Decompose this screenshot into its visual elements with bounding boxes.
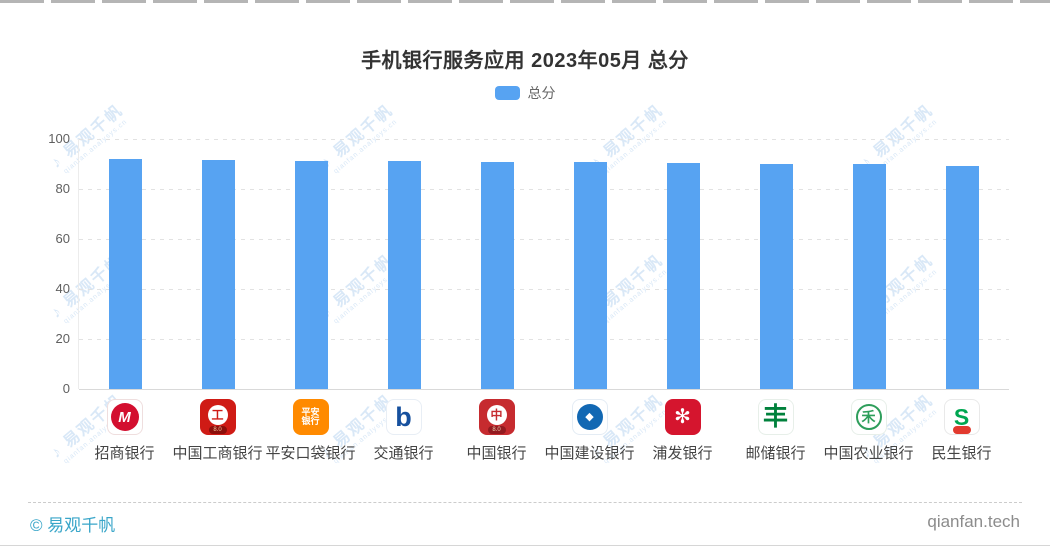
icbc-bank-icon-glyph: 工 — [211, 408, 224, 422]
ccb-bank-icon: ◆ — [571, 399, 608, 435]
bar-交通银行[interactable] — [388, 161, 421, 389]
x-axis-label: 民生银行 — [931, 445, 992, 462]
boc-bank-icon-badge: 8.0 — [487, 426, 506, 434]
ccb-bank-icon-glyph: ◆ — [585, 410, 594, 423]
pingan-bank-icon: 平安 银行 — [292, 399, 329, 435]
x-axis-item-交通银行: b 交通银行 — [357, 399, 450, 463]
y-tick-label-100: 100 — [48, 131, 70, 146]
bar-slot — [451, 139, 544, 389]
bar-slot — [544, 139, 637, 389]
x-axis-label: 中国建设银行 — [544, 445, 635, 462]
gridline-40 — [79, 289, 1009, 290]
pingan-bank-icon-glyph: 平安 银行 — [301, 407, 320, 426]
abc-bank-icon-glyph: 禾 — [861, 409, 876, 425]
legend-swatch-icon — [494, 86, 520, 100]
x-axis-label: 中国银行 — [466, 445, 527, 462]
psbc-bank-icon: 丰 — [757, 399, 794, 435]
bocom-bank-icon: b — [385, 399, 422, 435]
x-axis-item-平安口袋银行: 平安 银行平安口袋银行 — [264, 399, 357, 463]
bar-slot — [172, 139, 265, 389]
footer-brand: © 易观千帆 — [30, 516, 116, 535]
x-axis-line — [79, 389, 1009, 390]
icbc-bank-icon-badge: 8.0 — [208, 426, 227, 434]
x-axis-label: 中国农业银行 — [823, 445, 914, 462]
x-axis-label: 浦发银行 — [652, 445, 713, 462]
boc-bank-icon: 中 8.0 — [478, 399, 515, 435]
cmbc-bank-icon: S — [943, 399, 980, 435]
y-tick-label-20: 20 — [55, 331, 70, 346]
x-axis-item-中国建设银行: ◆ 中国建设银行 — [543, 399, 636, 463]
bar-邮储银行[interactable] — [760, 163, 793, 389]
bocom-bank-icon-glyph: b — [395, 401, 412, 432]
abc-bank-icon: 禾 — [850, 399, 887, 435]
x-axis-item-浦发银行: ✻ 浦发银行 — [636, 399, 729, 463]
x-axis-item-中国工商银行: 工 8.0 中国工商银行 — [171, 399, 264, 463]
x-axis-label: 中国工商银行 — [172, 445, 263, 462]
cmb-bank-icon-circle: M — [110, 403, 139, 431]
bar-中国银行[interactable] — [481, 161, 514, 389]
bar-slot — [730, 139, 823, 389]
cmbc-bank-icon-badge — [952, 426, 971, 434]
bar-slot — [916, 139, 1009, 389]
gridline-20 — [79, 339, 1009, 340]
y-tick-label-0: 0 — [62, 381, 70, 396]
x-axis-item-民生银行: S 民生银行 — [915, 399, 1008, 463]
x-axis-label: 邮储银行 — [745, 445, 806, 462]
spdb-bank-icon-glyph: ✻ — [674, 406, 691, 428]
legend-label: 总分 — [527, 85, 556, 101]
gridline-60 — [79, 239, 1009, 240]
bottom-border — [0, 545, 1050, 546]
bar-slot — [265, 139, 358, 389]
footer-divider — [28, 502, 1022, 503]
boc-bank-icon-glyph: 中 — [490, 408, 503, 422]
ccb-bank-icon-circle: ◆ — [576, 404, 603, 430]
bar-中国建设银行[interactable] — [574, 162, 607, 389]
bar-浦发银行[interactable] — [667, 163, 700, 389]
boc-bank-icon-circle: 中 — [486, 405, 507, 425]
gridline-80 — [79, 189, 1009, 190]
top-dashed-border — [0, 0, 1050, 3]
chart-title: 手机银行服务应用 2023年05月 总分 — [361, 50, 689, 72]
spdb-bank-icon: ✻ — [664, 399, 701, 435]
bar-slot — [358, 139, 451, 389]
bar-slot — [823, 139, 916, 389]
bar-平安口袋银行[interactable] — [295, 160, 328, 389]
icbc-bank-icon: 工 8.0 — [199, 399, 236, 435]
x-axis-label: 招商银行 — [94, 445, 155, 462]
x-axis-item-中国银行: 中 8.0 中国银行 — [450, 399, 543, 463]
bar-slot — [637, 139, 730, 389]
x-axis-item-邮储银行: 丰邮储银行 — [729, 399, 822, 463]
footer-site: qianfan.tech — [927, 512, 1020, 531]
icbc-bank-icon-circle: 工 — [207, 405, 228, 425]
legend[interactable]: 总分 — [0, 83, 1050, 103]
bar-slot — [79, 139, 172, 389]
y-tick-label-60: 60 — [55, 231, 70, 246]
abc-bank-icon-circle: 禾 — [855, 404, 882, 430]
gridline-100 — [79, 139, 1009, 140]
plot-area — [78, 139, 1009, 390]
bar-中国农业银行[interactable] — [853, 164, 886, 389]
y-tick-label-40: 40 — [55, 281, 70, 296]
x-axis-label: 平安口袋银行 — [265, 445, 356, 462]
y-tick-label-80: 80 — [55, 181, 70, 196]
bar-中国工商银行[interactable] — [202, 159, 235, 389]
bar-民生银行[interactable] — [946, 165, 979, 389]
x-axis-item-招商银行: M 招商银行 — [78, 399, 171, 463]
x-axis-items: M 招商银行工 8.0 中国工商银行 平安 银行 平安口袋银行 b 交通银行中 8.0 中国银行 ◆… — [78, 399, 1008, 469]
cmb-bank-icon-glyph: M — [118, 408, 131, 426]
cmb-bank-icon: M — [106, 399, 143, 435]
x-axis-label: 交通银行 — [373, 445, 434, 462]
x-axis-item-中国农业银行: 禾中国农业银行 — [822, 399, 915, 463]
cmbc-bank-icon-glyph: S — [953, 403, 970, 430]
bar-招商银行[interactable] — [109, 158, 142, 389]
psbc-bank-icon-glyph: 丰 — [762, 402, 788, 431]
